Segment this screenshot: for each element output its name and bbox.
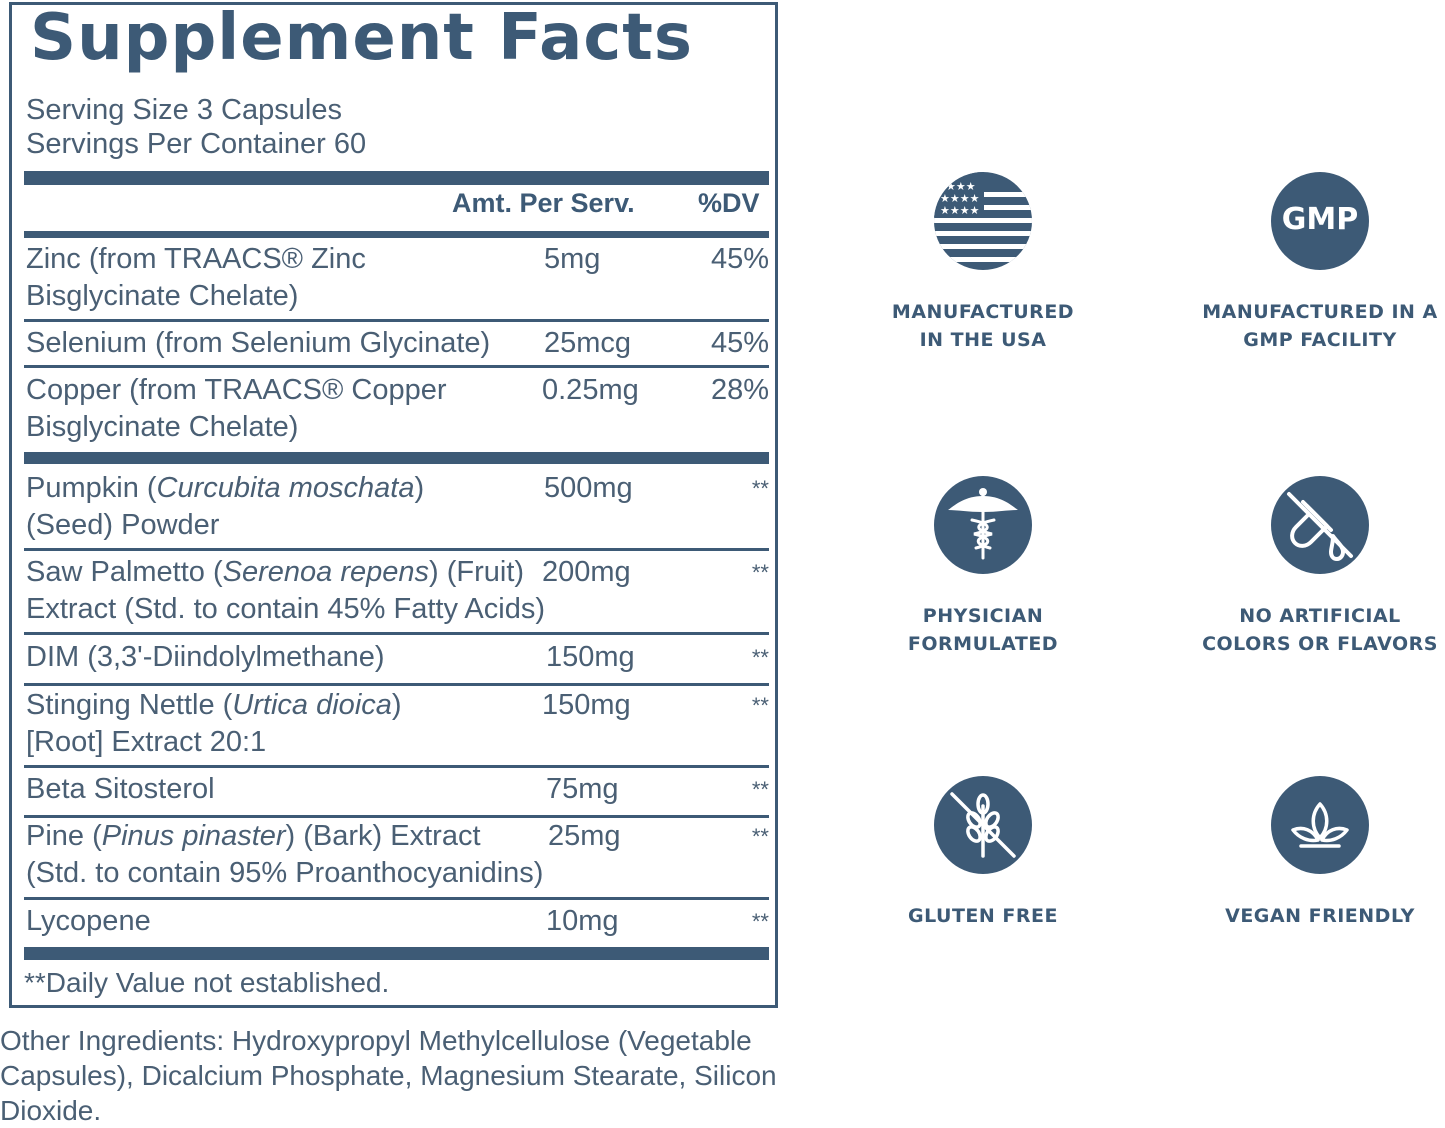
badge-gluten-free: GLUTEN FREE [833,776,1133,930]
badge-label: VEGAN FRIENDLY [1225,905,1415,927]
ingredient-amount: 10mg [546,905,619,937]
serving-info: Serving Size 3 Capsules Servings Per Con… [26,93,366,161]
ingredient-amount: 200mg [542,556,631,588]
nutrient-amount: 5mg [544,243,601,275]
medium-divider [24,231,769,238]
ingredient-name: Lycopene [26,905,151,937]
svg-text:★★★: ★★★ [946,180,976,193]
ingredient-dv: ** [751,560,769,585]
nutrient-dv: 28% [710,374,769,406]
row-divider [24,897,769,900]
ingredient-amount: 150mg [546,641,635,673]
dv-column-header: %DV [698,188,760,218]
ingredient-dv: ** [751,909,769,934]
ingredient-amount: 25mg [548,820,621,852]
amount-column-header: Amt. Per Serv. [452,188,635,218]
ingredient-name: Pumpkin (Curcubita moschata) (Seed) Powde… [26,472,425,541]
ingredient-dv: ** [751,476,769,501]
caduceus-icon [934,476,1032,574]
nutrient-amount: 25mcg [544,327,632,359]
nutrient-name: Zinc (from TRAACS® Zinc Bisglycinate Chel… [26,243,366,312]
nutrient-name: Selenium (from Selenium Glycinate) [26,327,491,359]
gmp-icon: GMP [1271,172,1369,270]
servings-per-container: Servings Per Container 60 [26,128,367,160]
ingredient-name: Saw Palmetto (Serenoa repens) (Fruit) Ext… [26,556,545,625]
ingredient-name: Stinging Nettle (Urtica dioica) [Root] Ex… [26,689,402,758]
badge-label: MANUFACTURED IN A GMP FACILITY [1202,301,1438,351]
row-divider [24,365,769,368]
supplement-facts-panel: Supplement Facts Serving Size 3 Capsules… [9,1,778,1008]
nutrient-dv: 45% [710,327,769,359]
ingredient-name: Pine (Pinus pinaster) (Bark) Extract (Std… [26,820,544,889]
ingredient-amount: 150mg [542,689,631,721]
row-divider [24,632,769,635]
leaf-icon [1271,776,1369,874]
ingredient-dv: ** [751,824,769,849]
row-divider [24,683,769,686]
badge-no-artificial: NO ARTIFICIAL COLORS OR FLAVORS [1170,476,1445,658]
ingredient-name: DIM (3,3'-Diindolylmethane) [26,641,385,673]
ingredient-dv: ** [751,645,769,670]
row-divider [24,815,769,818]
badge-label: NO ARTIFICIAL COLORS OR FLAVORS [1202,605,1438,655]
nutrient-dv: 45% [710,243,769,275]
ingredient-name: Beta Sitosterol [26,773,215,805]
thick-divider [24,947,769,960]
badge-gmp: GMP MANUFACTURED IN A GMP FACILITY [1170,172,1445,354]
ingredient-dv: ** [751,777,769,802]
ingredient-amount: 500mg [544,472,633,504]
thick-divider [24,171,769,185]
badge-made-in-usa: ★★★ ★★★★ ★★★★ MANUFACTURED IN THE USA [833,172,1133,354]
badge-label: MANUFACTURED IN THE USA [891,301,1075,351]
row-divider [24,548,769,551]
row-divider [24,765,769,768]
no-wheat-icon [934,776,1032,874]
thick-divider [24,452,769,464]
panel-title: Supplement Facts [30,1,693,75]
svg-text:★★★★: ★★★★ [940,204,980,217]
badge-label: PHYSICIAN FORMULATED [907,605,1059,655]
nutrient-amount: 0.25mg [542,374,639,406]
badge-vegan: VEGAN FRIENDLY [1170,776,1445,930]
daily-value-footnote: **Daily Value not established. [24,967,390,998]
usa-flag-icon: ★★★ ★★★★ ★★★★ [934,172,1032,270]
svg-text:★★★★: ★★★★ [940,192,980,205]
badge-physician: PHYSICIAN FORMULATED [833,476,1133,658]
other-ingredients: Other Ingredients: Hydroxypropyl Methylc… [0,1025,777,1126]
no-test-tube-icon [1271,476,1369,574]
ingredient-dv: ** [751,693,769,718]
nutrient-name: Copper (from TRAACS® Copper Bisglycinate … [26,374,447,443]
badge-label: GLUTEN FREE [908,905,1058,927]
ingredient-amount: 75mg [546,773,619,805]
row-divider [24,319,769,322]
serving-size: Serving Size 3 Capsules [26,94,342,126]
